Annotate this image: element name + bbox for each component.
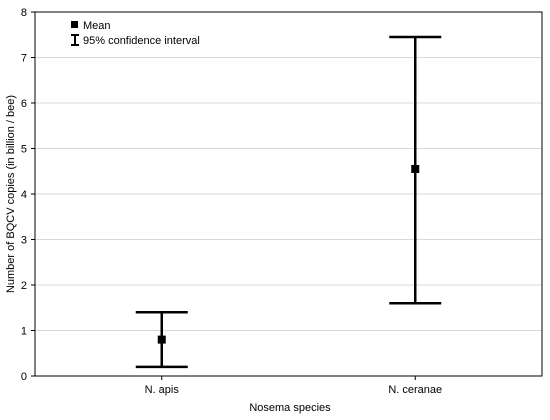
y-tick-label-2: 2 xyxy=(21,280,27,292)
y-tick-label-0: 0 xyxy=(21,371,27,383)
legend-mean-marker xyxy=(71,21,78,28)
y-tick-label-3: 3 xyxy=(21,235,27,247)
error-bar-group-0 xyxy=(135,311,188,369)
legend: Mean 95% confidence interval xyxy=(71,20,200,47)
mean-marker-0 xyxy=(157,335,166,344)
mean-marker-1 xyxy=(411,164,420,173)
y-tick-label-8: 8 xyxy=(21,7,27,19)
y-axis-title: Number of BQCV copies (in billion / bee) xyxy=(5,95,17,293)
x-tick-label-1: N. ceranae xyxy=(388,384,442,396)
y-tick-label-7: 7 xyxy=(21,53,27,65)
legend-ci-marker xyxy=(71,34,79,46)
gridlines xyxy=(35,57,542,331)
y-axis-ticks: 0 1 2 3 4 5 6 7 8 xyxy=(21,7,35,383)
legend-ci-label: 95% confidence interval xyxy=(83,35,200,47)
y-tick-label-6: 6 xyxy=(21,98,27,110)
y-tick-label-5: 5 xyxy=(21,144,27,156)
error-bar-group-1 xyxy=(389,35,442,305)
y-tick-label-4: 4 xyxy=(21,189,27,201)
x-tick-label-0: N. apis xyxy=(145,384,180,396)
x-axis-ticks: N. apis N. ceranae xyxy=(145,376,442,396)
data-marks xyxy=(135,35,442,369)
legend-mean-label: Mean xyxy=(83,20,111,32)
y-tick-label-1: 1 xyxy=(21,326,27,338)
x-axis-title: Nosema species xyxy=(249,402,331,414)
